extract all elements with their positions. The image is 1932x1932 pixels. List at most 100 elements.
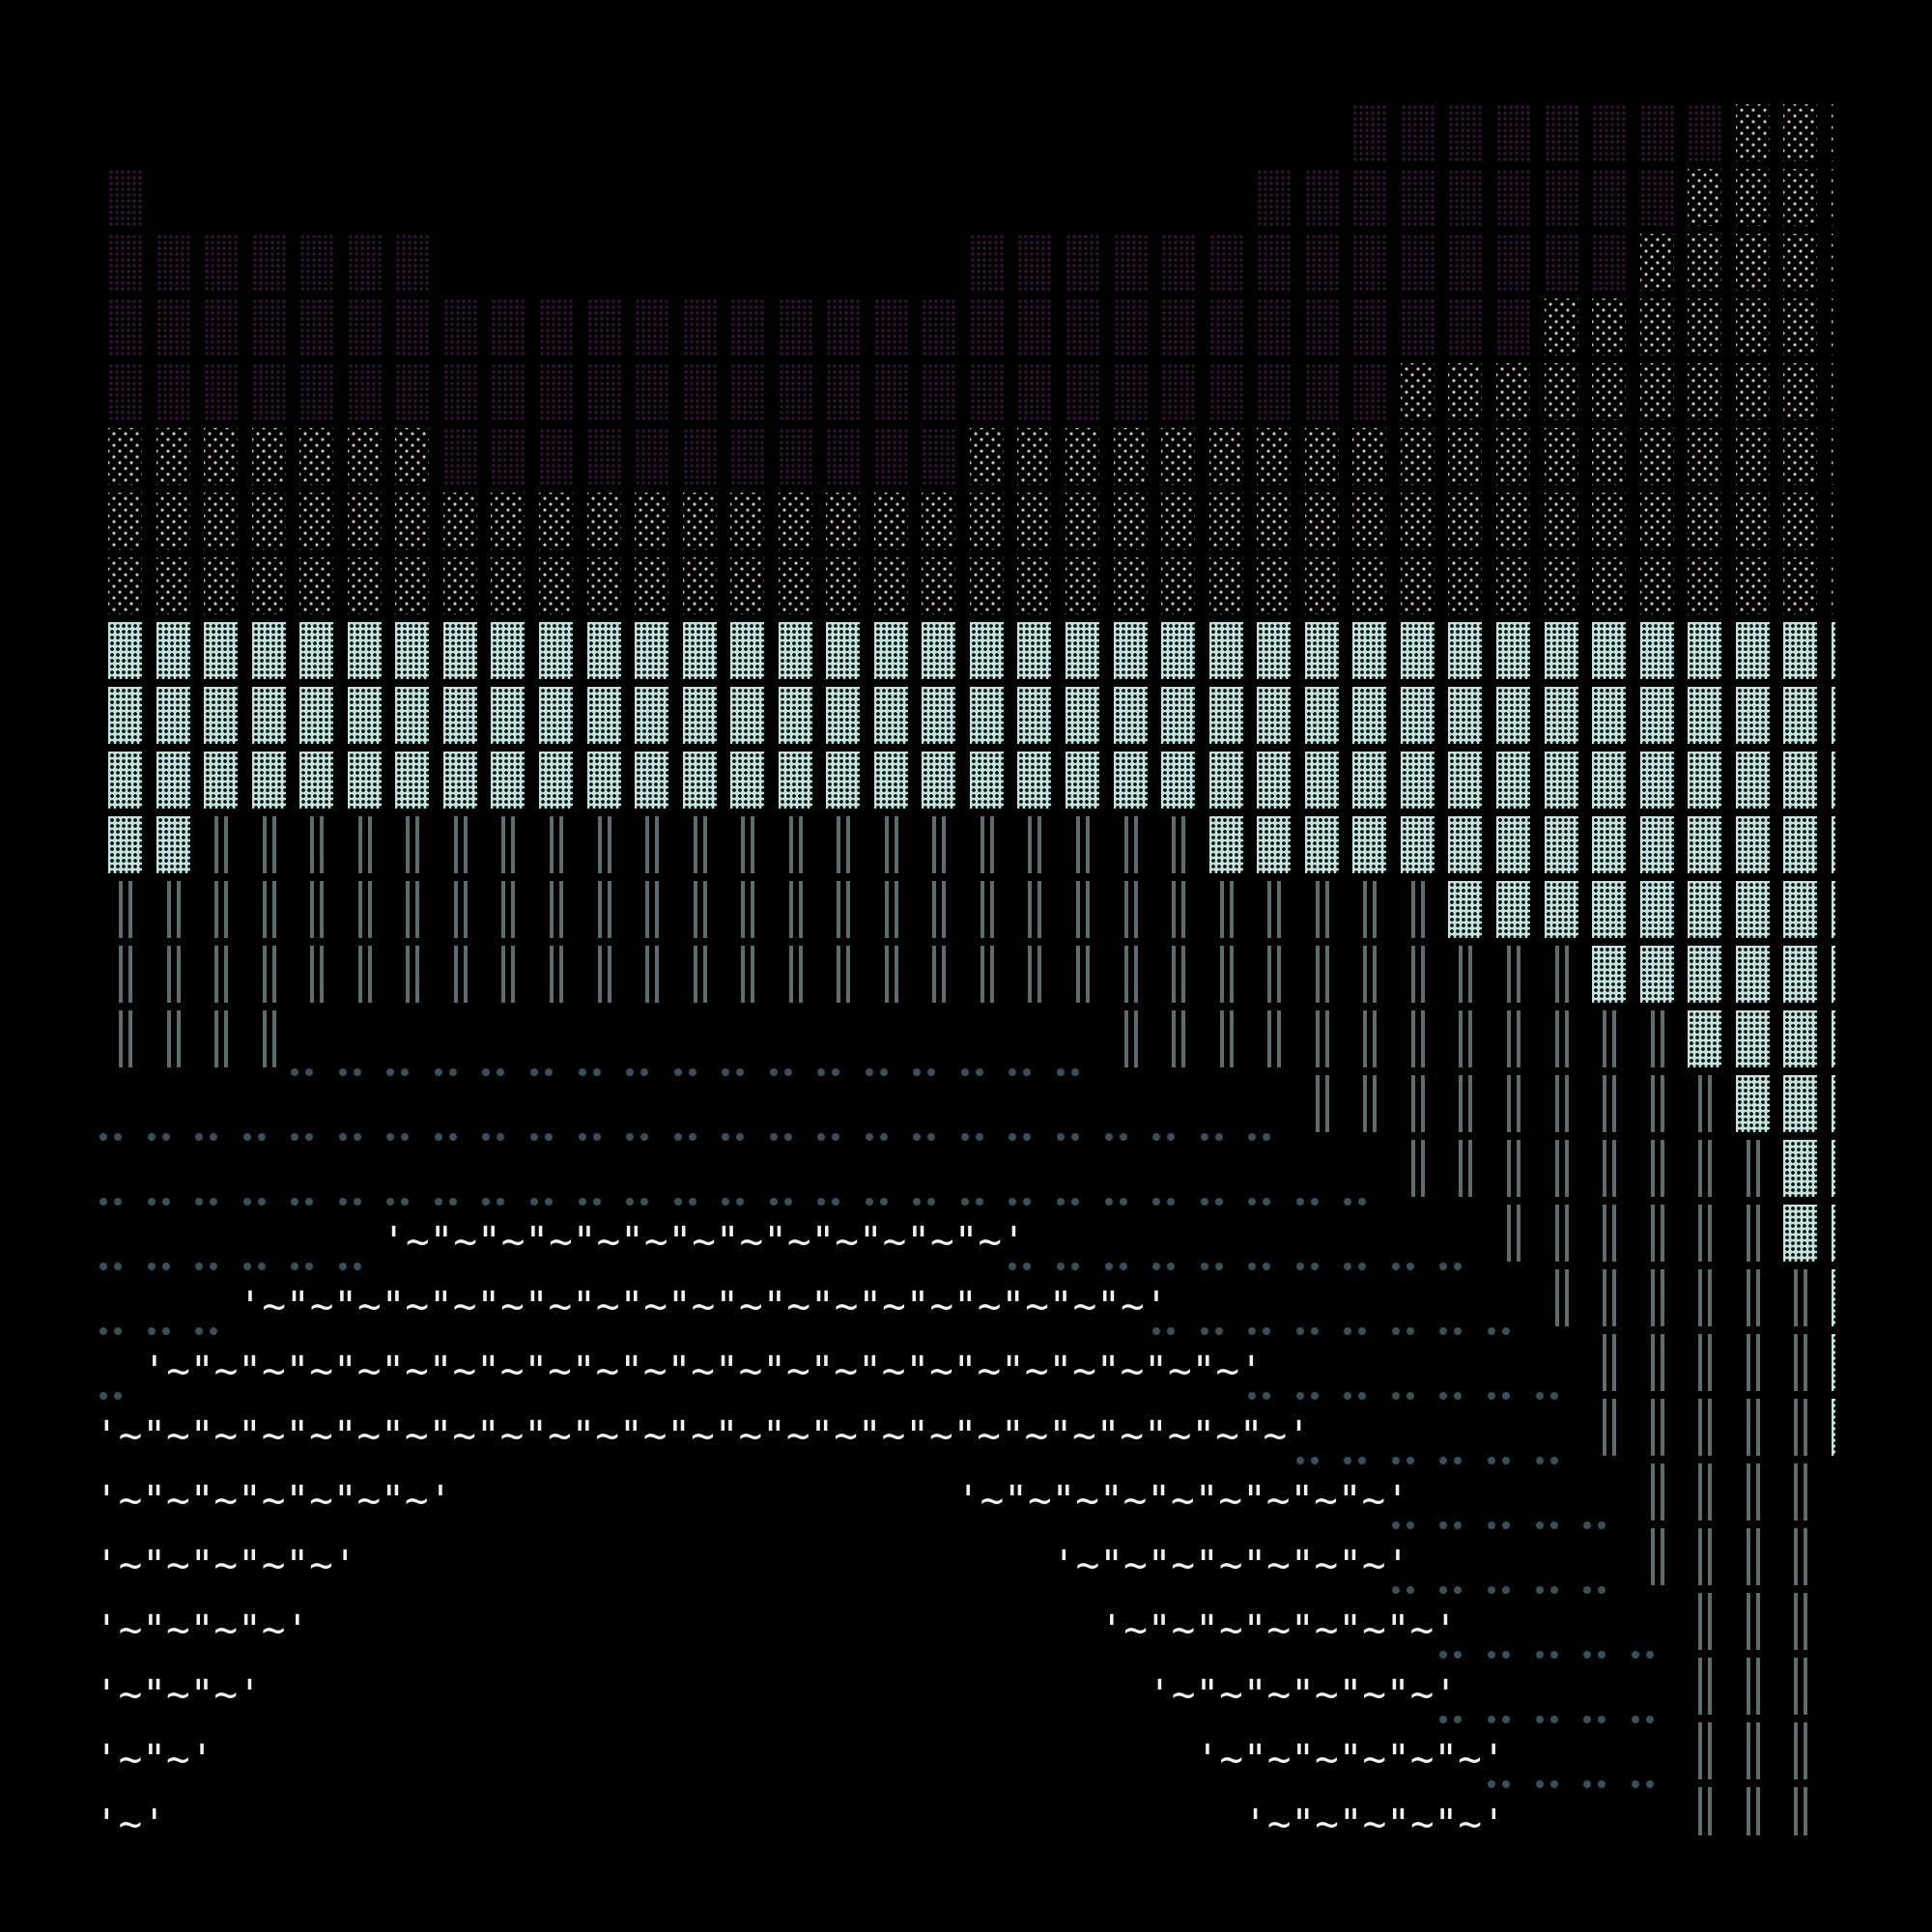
dot-mark bbox=[1214, 1133, 1223, 1141]
bar-mark bbox=[1660, 1140, 1664, 1197]
dot-mark bbox=[1119, 1198, 1127, 1206]
purple-dotted-block bbox=[347, 234, 382, 291]
dot-mark bbox=[1167, 1263, 1176, 1270]
bar-mark bbox=[176, 1010, 181, 1067]
bar-mark bbox=[1086, 816, 1090, 873]
pink-dotted-block bbox=[1113, 428, 1148, 485]
purple-dotted-block bbox=[1495, 169, 1530, 226]
dot-mark bbox=[1549, 1457, 1558, 1464]
dot-mark bbox=[1200, 1198, 1208, 1206]
bar-mark bbox=[751, 816, 755, 873]
bar-mark bbox=[549, 881, 554, 938]
pink-dotted-block bbox=[1783, 104, 1818, 161]
pink-dotted-block bbox=[1544, 298, 1578, 355]
dot-mark bbox=[147, 1198, 156, 1206]
dot-mark bbox=[1214, 1198, 1223, 1206]
bar-mark bbox=[1755, 1399, 1760, 1456]
dot-mark bbox=[1391, 1392, 1400, 1400]
bar-mark bbox=[1315, 946, 1320, 1003]
dot-mark bbox=[1104, 1198, 1113, 1206]
dot-mark bbox=[913, 1068, 922, 1076]
cyan-block bbox=[538, 622, 573, 679]
cyan-block bbox=[635, 687, 669, 744]
pink-dotted-block bbox=[1495, 493, 1530, 550]
cyan-block bbox=[1448, 622, 1483, 679]
cyan-block bbox=[1783, 1075, 1818, 1132]
bar-mark bbox=[1708, 1334, 1713, 1391]
pink-dotted-block bbox=[442, 493, 477, 550]
double-bar bbox=[1688, 1269, 1721, 1326]
dot-mark bbox=[1549, 1651, 1558, 1659]
double-bar bbox=[1545, 1205, 1578, 1262]
pink-dotted-block bbox=[1495, 363, 1530, 420]
purple-dotted-block bbox=[1065, 363, 1099, 420]
bar-mark bbox=[1554, 1075, 1559, 1132]
cyan-block bbox=[1113, 622, 1148, 679]
bar-mark bbox=[846, 881, 851, 938]
bar-mark bbox=[1708, 1528, 1713, 1585]
dot-mark bbox=[195, 1133, 204, 1141]
cyan-block bbox=[586, 687, 621, 744]
double-bar bbox=[1736, 1787, 1770, 1835]
cyan-block bbox=[1257, 687, 1292, 744]
bar-mark bbox=[1708, 1787, 1713, 1835]
dot-mark bbox=[114, 1198, 122, 1206]
pink-dotted-block bbox=[156, 557, 190, 614]
bar-mark bbox=[884, 946, 889, 1003]
bar-mark bbox=[1698, 1140, 1703, 1197]
bar-mark bbox=[271, 816, 276, 873]
bar-mark bbox=[119, 881, 123, 938]
double-bar bbox=[1161, 816, 1195, 873]
double-bar bbox=[779, 816, 812, 873]
bar-mark bbox=[1660, 1075, 1664, 1132]
bar-mark bbox=[1363, 946, 1368, 1003]
bar-mark bbox=[415, 881, 420, 938]
double-bar bbox=[1209, 946, 1243, 1003]
dot-mark bbox=[1487, 1392, 1495, 1400]
dot-mark bbox=[975, 1198, 983, 1206]
double-bar bbox=[1783, 1463, 1817, 1520]
purple-dotted-block bbox=[1017, 298, 1052, 355]
double-bar bbox=[1640, 1205, 1674, 1262]
cyan-block bbox=[1831, 1010, 1835, 1067]
pink-dotted-block bbox=[635, 557, 669, 614]
bar-mark bbox=[1363, 881, 1368, 938]
bar-mark bbox=[1564, 1269, 1569, 1326]
dot-mark bbox=[1406, 1586, 1414, 1594]
dot-mark bbox=[291, 1133, 299, 1141]
pink-dotted-block bbox=[1783, 234, 1818, 291]
dot-mark bbox=[242, 1198, 251, 1206]
double-bar bbox=[1592, 1269, 1626, 1326]
double-bar bbox=[1688, 1593, 1721, 1650]
dot-mark bbox=[1535, 1716, 1544, 1723]
dot-mark bbox=[1598, 1780, 1606, 1788]
dot-mark bbox=[1295, 1327, 1304, 1335]
cyan-block bbox=[1831, 1205, 1835, 1262]
pink-dotted-block bbox=[1783, 557, 1818, 614]
bar-mark bbox=[1459, 1140, 1463, 1197]
dot-mark bbox=[386, 1068, 395, 1076]
dot-mark bbox=[210, 1327, 218, 1335]
double-bar bbox=[683, 816, 717, 873]
bar-mark bbox=[501, 946, 506, 1003]
pink-dotted-block bbox=[1783, 298, 1818, 355]
double-bar bbox=[395, 946, 429, 1003]
bar-mark bbox=[894, 881, 898, 938]
purple-dotted-block bbox=[442, 363, 477, 420]
dot-mark bbox=[242, 1263, 251, 1270]
pink-dotted-block bbox=[1161, 428, 1196, 485]
dot-mark bbox=[497, 1068, 505, 1076]
dot-mark bbox=[1344, 1392, 1352, 1400]
pink-dotted-block bbox=[1352, 493, 1387, 550]
dot-mark bbox=[305, 1198, 314, 1206]
bar-mark bbox=[846, 816, 851, 873]
bar-mark bbox=[1086, 881, 1090, 938]
dot-mark bbox=[1501, 1521, 1510, 1529]
double-bar bbox=[1783, 1787, 1817, 1835]
pink-dotted-block bbox=[1688, 298, 1722, 355]
pink-dotted-block bbox=[299, 493, 334, 550]
cyan-block bbox=[1688, 946, 1722, 1003]
pink-dotted-block bbox=[442, 557, 477, 614]
double-bar bbox=[730, 816, 764, 873]
double-bar bbox=[1592, 1075, 1626, 1132]
